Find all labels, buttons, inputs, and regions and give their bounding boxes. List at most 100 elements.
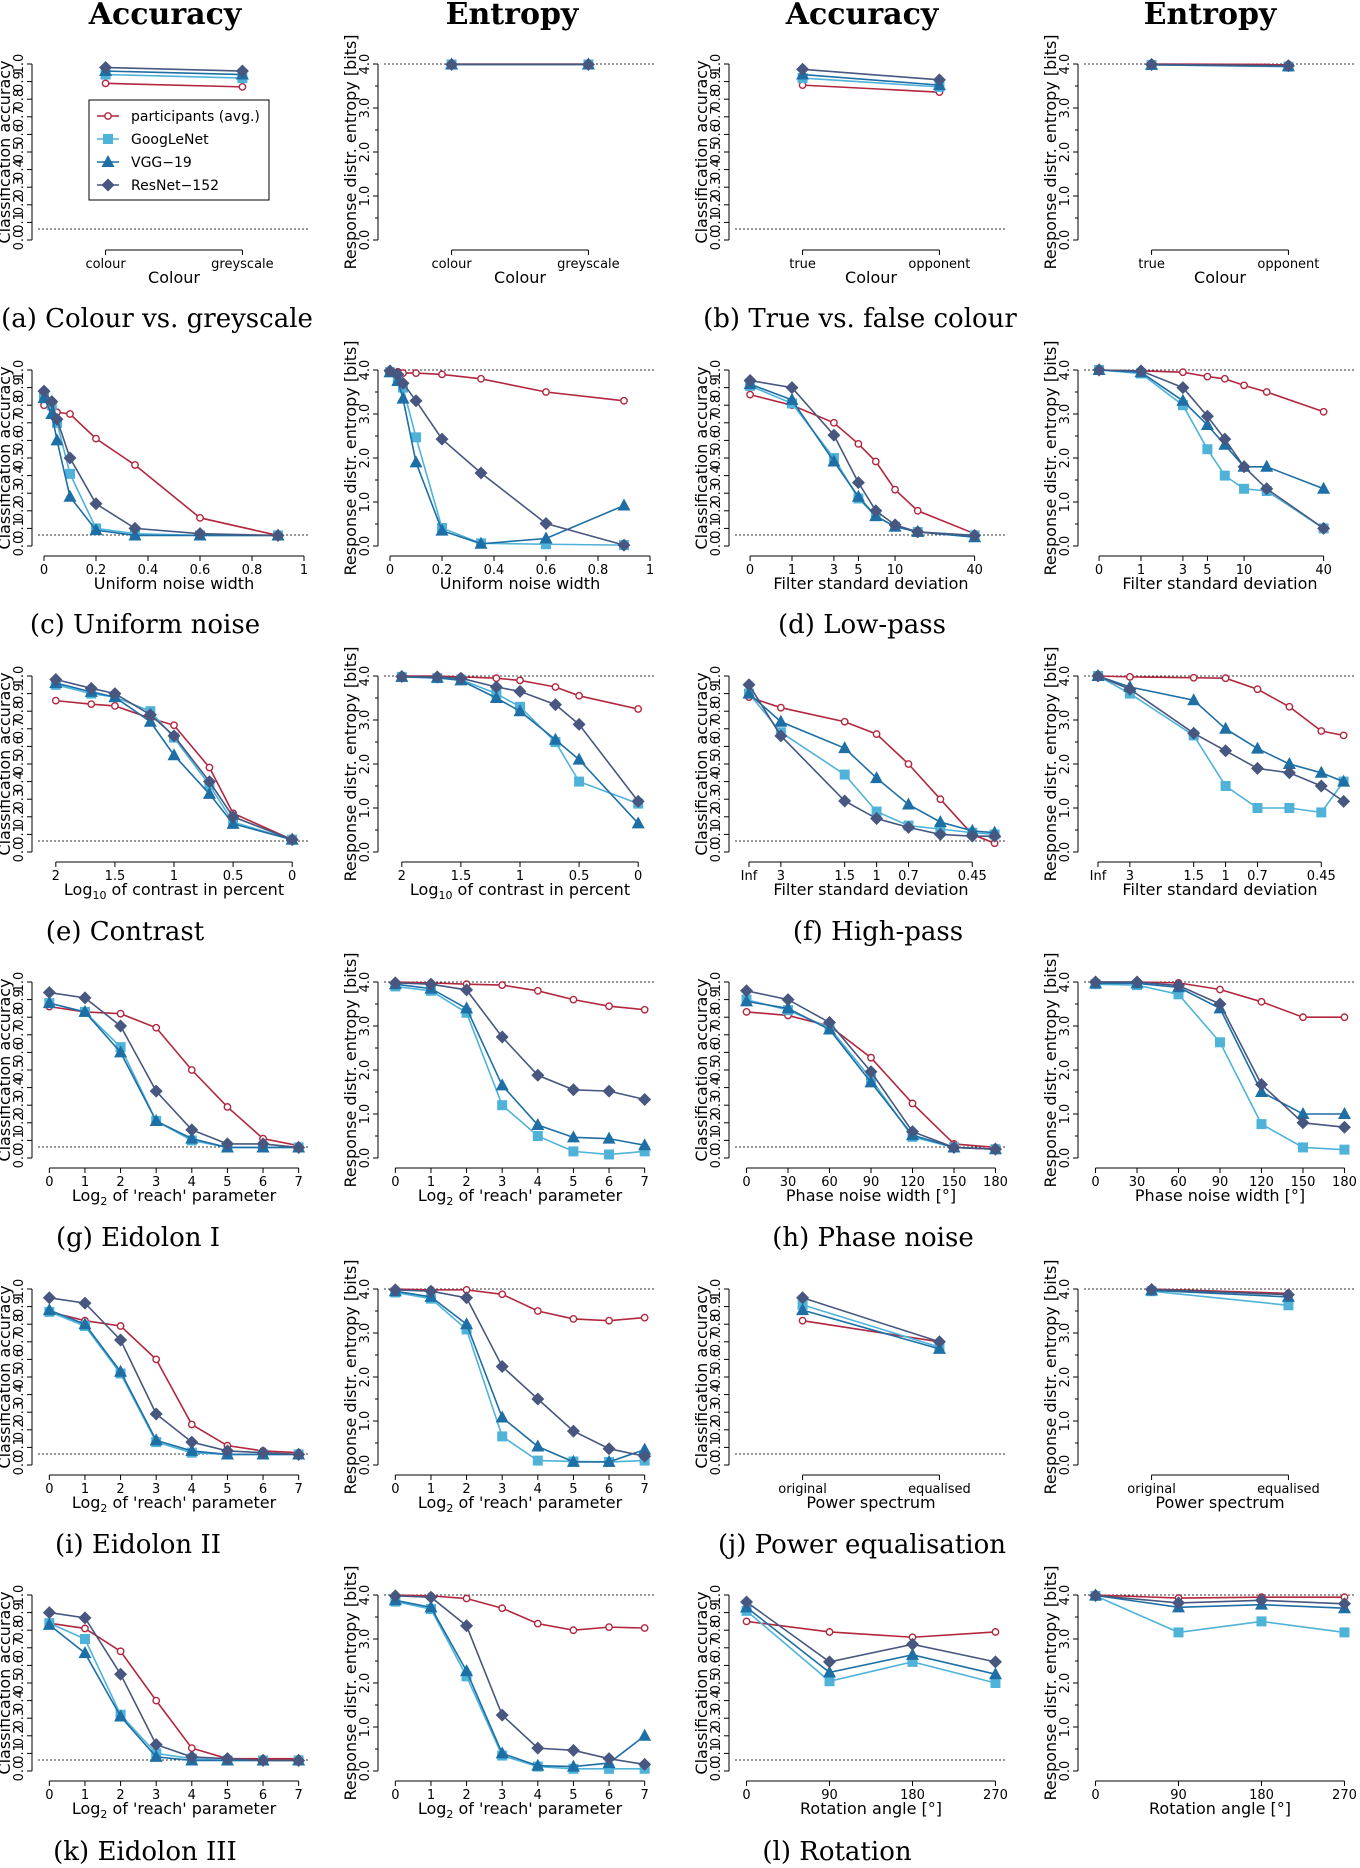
y-tick-label: 0.2 [12,194,27,215]
y-tick-label: 0.5 [12,448,27,469]
data-point [740,994,754,1007]
x-tick-label: true [1138,257,1165,272]
data-point [187,1420,196,1429]
x-tick-label: 7 [295,1175,303,1190]
series-line [49,1002,299,1149]
y-tick-label: 1.0 [12,1279,27,1300]
x-tick-label: 1 [788,563,796,578]
panel-17: 0.00.10.20.30.40.50.60.70.80.91.0Classif… [0,1279,310,1515]
data-point [602,1752,616,1766]
series-line [48,1624,299,1762]
y-tick-label: 0.2 [709,1725,724,1746]
x-tick-label: original [1127,1482,1176,1497]
y-tick-label: 0.1 [12,824,27,845]
panel-11: 0.00.10.20.30.40.50.60.70.80.91.0Classif… [692,666,1007,899]
series-line [105,70,243,76]
x-tick-label: 0 [1095,563,1103,578]
data-point [461,1324,472,1335]
data-point [548,732,562,745]
data-point [42,986,56,1000]
y-tick-label: 0.0 [358,842,373,863]
data-point [988,1142,1002,1156]
data-point [533,986,542,995]
series-vgg-19 [388,977,652,1151]
data-point [572,752,586,765]
data-point [1254,1078,1268,1092]
y-tick-label: 0.5 [709,1060,724,1081]
x-axis-label: Power spectrum [1155,1493,1284,1512]
data-point [1337,1107,1351,1119]
series-line [802,73,940,86]
x-tick-label: 2 [462,1788,470,1803]
data-point [743,374,757,388]
y-tick-label: 1.0 [12,360,27,381]
caption-h: (h) Phase noise [772,1223,973,1253]
x-tick-label: 0.5 [223,869,244,884]
data-point [1250,741,1264,754]
x-tick-label: 0.4 [484,563,505,578]
caption-l: (l) Rotation [762,1837,911,1867]
data-point [854,440,863,448]
x-tick-label: 0.2 [86,563,107,578]
data-point [497,1100,508,1111]
data-point [143,708,157,722]
y-axis-label: Classification accuracy [0,672,14,855]
series-line [746,1606,996,1675]
series-line [1151,1290,1289,1307]
data-point [1172,1596,1186,1610]
data-point [824,1676,835,1687]
series-googlenet [390,1287,650,1467]
x-axis-label-subscript: 2 [446,1195,453,1208]
data-point [63,489,77,502]
data-point [988,1655,1002,1669]
data-point [913,506,922,515]
data-point [223,1103,232,1111]
data-point [566,1454,580,1467]
y-tick-label: 0.3 [709,177,724,198]
data-point [605,1623,613,1632]
x-tick-label: 90 [1170,1788,1187,1803]
data-point [602,1084,616,1098]
x-axis-label-subscript: 2 [446,1808,453,1821]
y-tick-label: 0.4 [709,1077,724,1098]
x-tick-label: 0 [386,563,394,578]
y-tick-label: 0.2 [709,194,724,215]
data-point [409,455,423,468]
y-tick-label: 0.0 [12,842,27,863]
data-point [238,82,247,91]
x-axis-label-part: Log [64,880,93,899]
data-point [1250,761,1264,775]
y-tick-label: 3.0 [358,1016,373,1037]
series-line [748,693,995,836]
x-tick-label: 270 [983,1788,1008,1803]
series-line [389,371,625,545]
panel-13: 0.00.10.20.30.40.50.60.70.80.91.0Classif… [0,972,310,1208]
data-point [1254,1593,1268,1607]
x-tick-label: 4 [534,1788,542,1803]
x-tick-label: 180 [1249,1788,1274,1803]
x-tick-label: 0 [45,1482,53,1497]
data-point [871,806,882,817]
data-point [462,1594,471,1603]
data-point [742,1008,751,1016]
data-point [128,521,142,535]
data-point [1187,726,1201,740]
data-point [205,763,214,772]
x-tick-label: true [789,257,816,272]
data-point [932,1335,946,1349]
y-tick-label: 0.0 [1058,230,1073,251]
data-point [1089,1588,1103,1602]
y-tick-label: 0.9 [12,989,27,1010]
data-point [1337,774,1351,787]
data-point [1317,521,1331,535]
x-tick-label: 0.8 [242,563,263,578]
y-tick-label: 2.0 [1058,1367,1073,1388]
x-axis-label: Colour [845,268,897,287]
data-point [114,1709,128,1722]
data-point [1215,1037,1225,1048]
data-point [492,674,501,683]
panel-19: 0.00.10.20.30.40.50.60.70.80.91.0Classif… [692,1279,1007,1512]
y-tick-label: 0.9 [12,1602,27,1623]
data-point [1240,381,1248,390]
